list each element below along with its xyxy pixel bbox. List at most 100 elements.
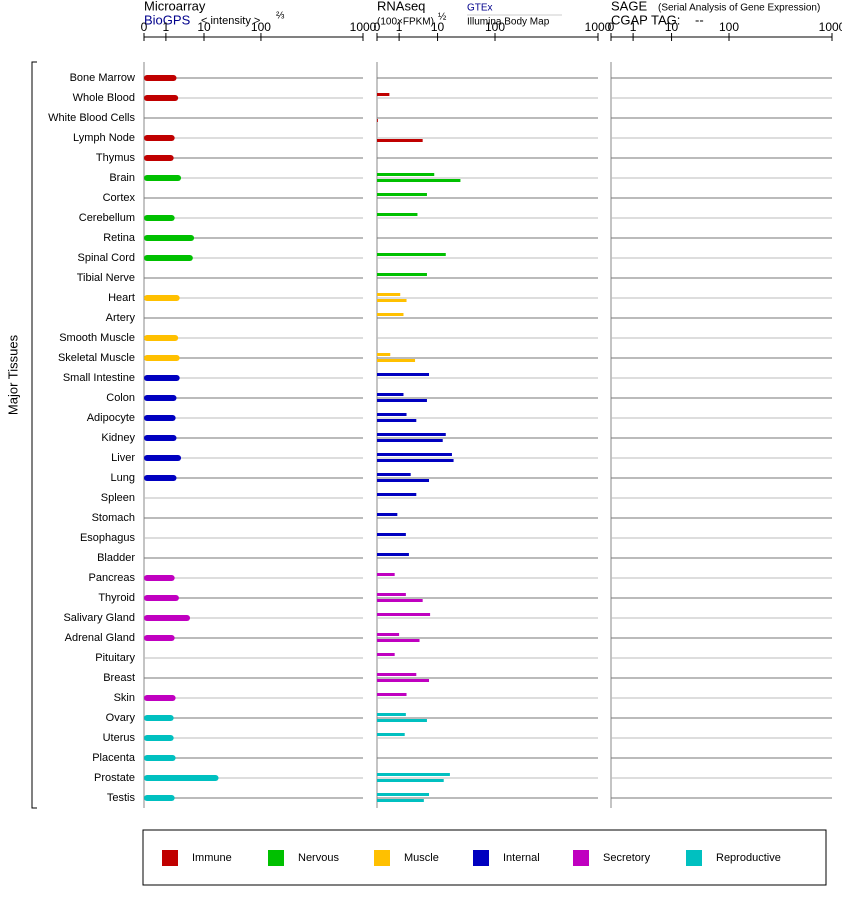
legend-swatch	[686, 850, 702, 866]
legend-label: Internal	[503, 852, 540, 864]
panel-title: SAGE	[611, 0, 647, 13]
bar	[377, 433, 446, 436]
legend-swatch	[573, 850, 589, 866]
bar	[377, 773, 450, 776]
panel-unit: (100×FPKM)	[377, 17, 434, 28]
x-tick-label: 100	[485, 20, 505, 34]
panel-source: BioGPS	[144, 12, 191, 27]
tissue-label: Artery	[106, 312, 136, 324]
bar	[144, 75, 177, 81]
bar	[377, 419, 417, 422]
bar	[377, 593, 406, 596]
legend-label: Muscle	[404, 852, 439, 864]
tissue-label: Cerebellum	[79, 212, 135, 224]
tissue-label: Smooth Muscle	[59, 332, 135, 344]
legend-swatch	[374, 850, 390, 866]
bar	[377, 793, 430, 796]
panel-exponent: ⅔	[276, 11, 285, 22]
bar	[377, 513, 398, 516]
x-tick-label: 100	[251, 20, 271, 34]
panel-source: Illumina Body Map	[467, 17, 550, 28]
tissue-label: Liver	[111, 452, 135, 464]
tissue-label: Testis	[107, 792, 136, 804]
bracket	[31, 61, 37, 809]
bar	[377, 353, 391, 356]
bar	[377, 713, 406, 716]
bar	[377, 493, 417, 496]
legend-swatch	[268, 850, 284, 866]
bar	[377, 373, 430, 376]
y-axis-label: Major Tissues	[5, 334, 20, 415]
x-tick-label: 0	[141, 20, 148, 34]
bar	[377, 399, 427, 402]
bar	[144, 735, 174, 741]
tissue-label: Retina	[103, 232, 136, 244]
bar	[144, 215, 175, 221]
bar	[144, 575, 175, 581]
tissue-label: Colon	[106, 392, 135, 404]
legend-label: Nervous	[298, 852, 339, 864]
bar	[377, 193, 427, 196]
bar	[377, 639, 420, 642]
bar	[377, 119, 378, 122]
bar	[377, 473, 411, 476]
bar	[144, 435, 177, 441]
x-tick-label: 1	[630, 20, 637, 34]
bar	[377, 273, 427, 276]
tissue-label: Pancreas	[89, 572, 136, 584]
bar	[377, 719, 427, 722]
legend-box	[142, 829, 827, 886]
x-tick-label: 10	[431, 20, 445, 34]
bar	[144, 175, 182, 181]
bar	[144, 255, 193, 261]
tag-value: --	[695, 12, 704, 27]
legend-label: Secretory	[603, 852, 651, 864]
panel-source: GTEx	[467, 3, 493, 14]
bar	[144, 635, 175, 641]
bar	[144, 155, 174, 161]
bar	[377, 93, 390, 96]
tissue-label: Tibial Nerve	[77, 272, 135, 284]
bar	[144, 615, 191, 621]
x-tick-label: 10	[665, 20, 679, 34]
legend-swatch	[162, 850, 178, 866]
bar	[377, 533, 406, 536]
bar	[377, 459, 454, 462]
bar	[377, 799, 424, 802]
tissue-label: Esophagus	[80, 532, 136, 544]
bar	[377, 553, 409, 556]
bar	[377, 313, 404, 316]
tissue-label: Pituitary	[95, 652, 135, 664]
bar	[144, 795, 175, 801]
bar	[144, 415, 176, 421]
x-tick-label: 1000	[819, 20, 842, 34]
tissue-label: Thyroid	[98, 592, 135, 604]
bar	[377, 453, 452, 456]
x-tick-label: 0	[608, 20, 615, 34]
bar	[377, 253, 446, 256]
bar	[144, 755, 176, 761]
tissue-label: Whole Blood	[73, 92, 135, 104]
tissue-label: Spleen	[101, 492, 135, 504]
bar	[377, 213, 418, 216]
tissue-label: Bone Marrow	[70, 72, 135, 84]
bar	[377, 479, 430, 482]
panel-title: RNAseq	[377, 0, 425, 13]
bar	[377, 633, 400, 636]
bar	[377, 573, 395, 576]
bar	[377, 693, 407, 696]
tissue-label: White Blood Cells	[48, 112, 135, 124]
bar	[144, 475, 177, 481]
bar	[377, 173, 435, 176]
bar	[144, 455, 182, 461]
bar	[144, 595, 179, 601]
tissue-label: Skeletal Muscle	[58, 352, 135, 364]
tissue-label: Bladder	[97, 552, 135, 564]
bar	[377, 293, 401, 296]
tissue-label: Placenta	[92, 752, 136, 764]
bar	[144, 375, 180, 381]
bar	[144, 95, 179, 101]
tissue-label: Skin	[114, 692, 135, 704]
x-tick-label: 100	[719, 20, 739, 34]
x-tick-label: 0	[374, 20, 381, 34]
